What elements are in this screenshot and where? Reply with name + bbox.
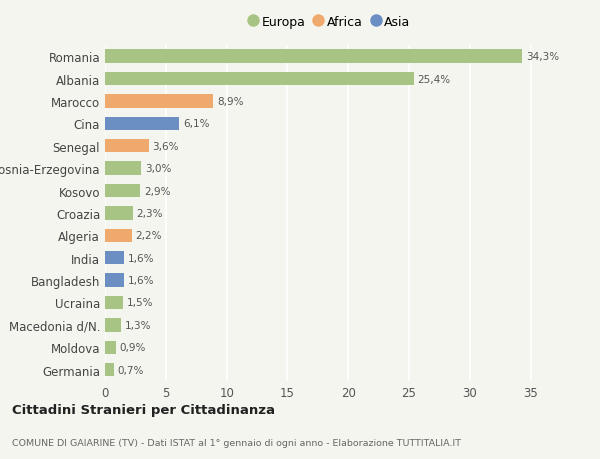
Bar — [105, 162, 142, 175]
Text: 25,4%: 25,4% — [418, 74, 451, 84]
Bar — [105, 73, 414, 86]
Bar — [105, 118, 179, 131]
Bar — [105, 341, 116, 354]
Text: 1,3%: 1,3% — [124, 320, 151, 330]
Text: 1,6%: 1,6% — [128, 253, 155, 263]
Bar — [105, 95, 213, 108]
Bar — [105, 319, 121, 332]
Bar — [105, 140, 149, 153]
Bar — [105, 229, 132, 242]
Text: 6,1%: 6,1% — [183, 119, 209, 129]
Bar — [105, 296, 123, 309]
Legend: Europa, Africa, Asia: Europa, Africa, Asia — [247, 12, 413, 33]
Text: 2,2%: 2,2% — [136, 231, 162, 241]
Bar — [105, 252, 124, 265]
Text: 3,0%: 3,0% — [145, 164, 172, 174]
Text: Cittadini Stranieri per Cittadinanza: Cittadini Stranieri per Cittadinanza — [12, 403, 275, 416]
Bar — [105, 207, 133, 220]
Text: 1,6%: 1,6% — [128, 275, 155, 285]
Text: 0,9%: 0,9% — [119, 342, 146, 353]
Text: 34,3%: 34,3% — [526, 52, 559, 62]
Text: 2,3%: 2,3% — [137, 208, 163, 218]
Bar — [105, 363, 113, 376]
Text: 8,9%: 8,9% — [217, 97, 244, 107]
Text: 3,6%: 3,6% — [152, 141, 179, 151]
Text: 0,7%: 0,7% — [117, 365, 143, 375]
Bar — [105, 274, 124, 287]
Text: 2,9%: 2,9% — [144, 186, 170, 196]
Text: 1,5%: 1,5% — [127, 298, 154, 308]
Text: COMUNE DI GAIARINE (TV) - Dati ISTAT al 1° gennaio di ogni anno - Elaborazione T: COMUNE DI GAIARINE (TV) - Dati ISTAT al … — [12, 438, 461, 447]
Bar — [105, 185, 140, 198]
Bar — [105, 50, 522, 64]
